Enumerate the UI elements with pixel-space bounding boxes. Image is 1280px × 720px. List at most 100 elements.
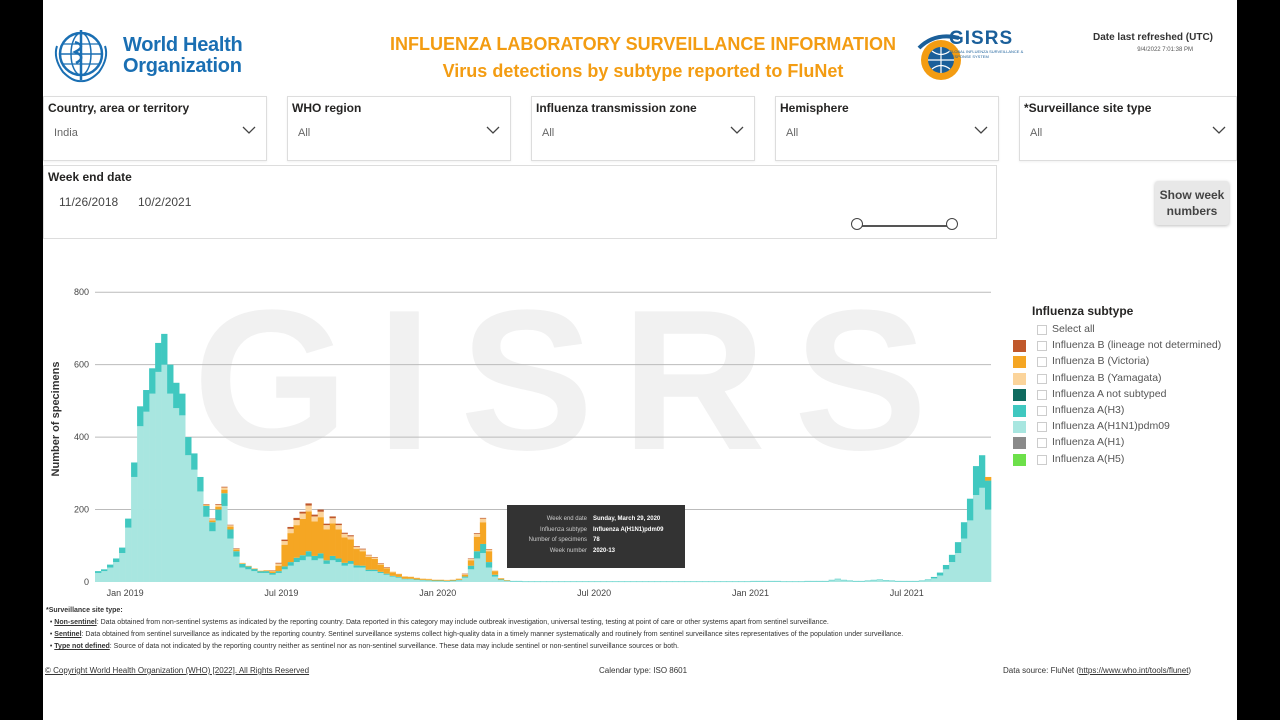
bar-segment[interactable] [744, 581, 751, 583]
bar-segment[interactable] [810, 580, 817, 582]
bar-segment[interactable] [906, 580, 914, 582]
bar-segment[interactable] [227, 529, 234, 539]
bar-segment[interactable] [149, 368, 156, 394]
bar-segment[interactable] [389, 572, 396, 576]
bar-segment[interactable] [654, 581, 661, 582]
bar-segment[interactable] [521, 581, 529, 582]
bar-segment[interactable] [678, 581, 685, 582]
bar-segment[interactable] [227, 538, 234, 582]
bar-segment[interactable] [371, 557, 378, 558]
bar-segment[interactable] [533, 581, 541, 583]
bar-segment[interactable] [570, 581, 577, 583]
bar-segment[interactable] [594, 581, 601, 582]
bar-segment[interactable] [257, 571, 264, 573]
bar-segment[interactable] [113, 558, 120, 563]
bar-segment[interactable] [485, 549, 493, 552]
bar-segment[interactable] [894, 580, 902, 582]
bar-segment[interactable] [696, 581, 703, 582]
bar-segment[interactable] [612, 581, 619, 582]
bar-segment[interactable] [293, 517, 300, 521]
bar-segment[interactable] [954, 553, 962, 582]
bar-segment[interactable] [786, 581, 793, 582]
bar-segment[interactable] [251, 568, 258, 570]
bar-segment[interactable] [203, 505, 210, 517]
bar-segment[interactable] [371, 557, 378, 559]
bar-segment[interactable] [858, 581, 866, 582]
bar-segment[interactable] [341, 565, 348, 582]
bar-segment[interactable] [918, 580, 926, 582]
bar-segment[interactable] [131, 462, 138, 477]
bar-segment[interactable] [329, 555, 336, 561]
bar-segment[interactable] [371, 571, 378, 582]
bar-segment[interactable] [870, 579, 878, 581]
bar-segment[interactable] [257, 572, 264, 582]
bar-segment[interactable] [311, 521, 318, 556]
legend-item[interactable]: Influenza B (lineage not determined) [1011, 338, 1237, 354]
checkbox[interactable] [1037, 389, 1047, 400]
bar-segment[interactable] [407, 578, 415, 580]
bar-segment[interactable] [359, 549, 366, 552]
bar-segment[interactable] [269, 570, 276, 571]
bar-segment[interactable] [95, 572, 102, 582]
bar-segment[interactable] [606, 581, 613, 582]
bar-segment[interactable] [840, 579, 847, 581]
bar-segment[interactable] [960, 538, 968, 582]
bar-segment[interactable] [317, 553, 324, 559]
bar-segment[interactable] [137, 406, 144, 427]
bar-segment[interactable] [539, 581, 547, 583]
bar-segment[interactable] [666, 581, 673, 582]
bar-segment[interactable] [149, 393, 156, 582]
bar-segment[interactable] [455, 580, 463, 582]
bar-segment[interactable] [858, 580, 866, 582]
bar-segment[interactable] [720, 581, 727, 583]
bar-segment[interactable] [798, 581, 805, 583]
bar-segment[interactable] [576, 581, 583, 583]
end-date-input[interactable]: 10/2/2021 [138, 195, 192, 209]
bar-segment[interactable] [359, 567, 366, 582]
bar-segment[interactable] [365, 557, 372, 570]
bar-segment[interactable] [323, 560, 330, 564]
bar-segment[interactable] [275, 563, 282, 566]
bar-segment[interactable] [335, 558, 342, 563]
bar-segment[interactable] [389, 576, 396, 582]
bar-segment[interactable] [209, 518, 216, 521]
bar-segment[interactable] [618, 581, 625, 583]
bar-segment[interactable] [738, 581, 745, 582]
bar-segment[interactable] [413, 579, 421, 582]
bar-segment[interactable] [503, 580, 511, 581]
bar-segment[interactable] [317, 511, 324, 518]
bar-segment[interactable] [335, 523, 342, 526]
chevron-down-icon[interactable] [730, 125, 744, 135]
bar-segment[interactable] [209, 518, 216, 520]
legend-item[interactable]: Influenza A not subtyped [1011, 387, 1237, 403]
bar-segment[interactable] [900, 580, 908, 582]
bar-segment[interactable] [107, 567, 114, 582]
bar-segment[interactable] [888, 580, 896, 582]
bar-segment[interactable] [546, 581, 553, 582]
bar-segment[interactable] [395, 574, 402, 577]
bar-segment[interactable] [666, 581, 673, 583]
bar-segment[interactable] [461, 573, 469, 575]
bar-segment[interactable] [167, 393, 174, 582]
bar-segment[interactable] [485, 549, 493, 550]
bar-segment[interactable] [125, 527, 132, 582]
bar-segment[interactable] [690, 581, 697, 582]
bar-segment[interactable] [437, 579, 445, 581]
bar-segment[interactable] [389, 575, 396, 577]
bar-segment[interactable] [401, 579, 408, 582]
bar-segment[interactable] [449, 579, 457, 581]
bar-segment[interactable] [954, 542, 962, 554]
bar-segment[interactable] [672, 581, 679, 583]
bar-segment[interactable] [449, 580, 457, 582]
bar-segment[interactable] [233, 549, 240, 552]
bar-segment[interactable] [624, 581, 631, 582]
bar-segment[interactable] [852, 580, 859, 582]
bar-segment[interactable] [768, 580, 775, 582]
bar-segment[interactable] [215, 504, 222, 505]
bar-segment[interactable] [558, 581, 565, 583]
bar-segment[interactable] [407, 576, 415, 579]
bar-segment[interactable] [828, 579, 835, 581]
bar-segment[interactable] [702, 581, 709, 582]
bar-segment[interactable] [978, 455, 986, 488]
bar-segment[interactable] [972, 495, 980, 582]
